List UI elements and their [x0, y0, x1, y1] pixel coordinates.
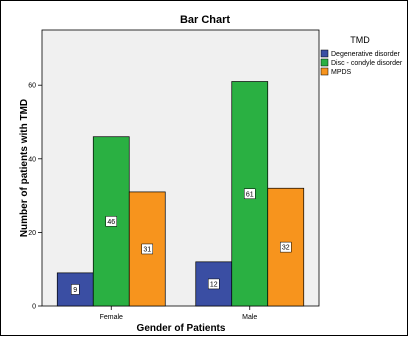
data-label-box [244, 188, 256, 200]
bars-group: 9 46 31 12 61 32 [56, 81, 305, 307]
legend-title: TMD [350, 35, 370, 45]
x-tick-label: Male [242, 314, 257, 321]
y-axis: 0 20 40 60 [28, 83, 42, 311]
legend-entry-label: Disc - condyle disorder [331, 60, 403, 67]
legend: TMD Degenerative disorder Disc - condyle … [320, 35, 403, 76]
y-tick-label: 0 [32, 304, 36, 311]
x-axis-title: Gender of Patients [137, 323, 226, 334]
y-tick-label: 60 [28, 83, 36, 90]
legend-swatch [320, 67, 329, 76]
data-label: 46 [107, 219, 115, 226]
legend-swatch [320, 58, 329, 67]
data-label: 61 [246, 191, 254, 198]
data-label: 9 [73, 287, 77, 294]
chart-title: Bar Chart [180, 14, 230, 26]
data-label: 31 [143, 246, 151, 253]
data-label-box [280, 241, 292, 253]
legend-entry-label: MPDS [331, 69, 352, 76]
y-tick-label: 20 [28, 230, 36, 237]
y-tick-label: 40 [28, 156, 36, 163]
data-label-box [105, 216, 117, 227]
data-label-box [141, 243, 153, 255]
data-label: 32 [282, 245, 290, 252]
data-label-box [208, 278, 220, 290]
legend-swatch [320, 49, 329, 58]
legend-entry-label: Degenerative disorder [331, 51, 401, 58]
x-tick-label: Female [100, 314, 123, 321]
data-label-box [71, 284, 80, 295]
y-axis-title: Number of patients with TMD [19, 99, 30, 237]
data-label: 12 [210, 281, 218, 288]
x-axis: Female Male [100, 306, 257, 321]
